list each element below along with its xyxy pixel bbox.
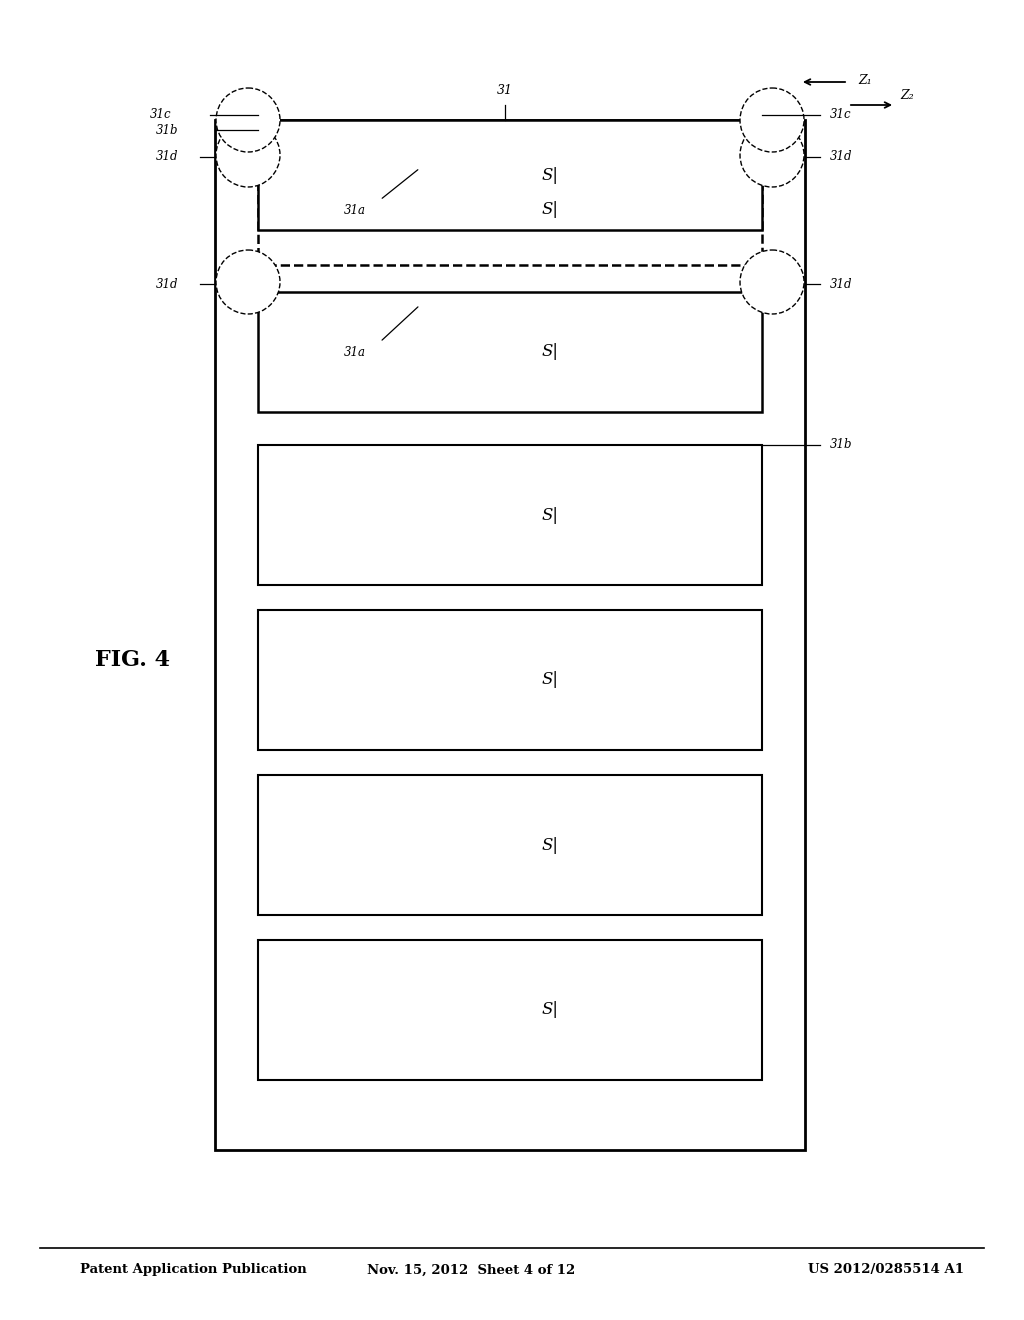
Text: S|: S| — [542, 343, 559, 360]
Bar — [215, 120, 805, 1150]
Circle shape — [740, 249, 804, 314]
Text: 31c: 31c — [150, 108, 171, 121]
Text: 31b: 31b — [830, 438, 853, 451]
Circle shape — [740, 88, 804, 152]
Bar — [258, 120, 762, 230]
Circle shape — [740, 123, 804, 187]
Text: FIG. 4: FIG. 4 — [95, 649, 170, 671]
Bar — [258, 292, 762, 412]
Text: Patent Application Publication: Patent Application Publication — [80, 1263, 307, 1276]
Text: 31a: 31a — [344, 346, 366, 359]
Bar — [258, 154, 762, 265]
Text: S|: S| — [542, 1002, 559, 1019]
Bar — [258, 445, 762, 585]
Text: 31a: 31a — [344, 203, 366, 216]
Text: S|: S| — [542, 507, 559, 524]
Text: 31d: 31d — [156, 277, 178, 290]
Text: 31d: 31d — [830, 150, 853, 164]
Text: S|: S| — [542, 672, 559, 689]
Text: US 2012/0285514 A1: US 2012/0285514 A1 — [808, 1263, 964, 1276]
Text: S|: S| — [542, 202, 559, 219]
Text: Z₂: Z₂ — [900, 88, 913, 102]
Bar — [258, 940, 762, 1080]
Circle shape — [216, 88, 280, 152]
Text: 31b: 31b — [156, 124, 178, 136]
Text: S|: S| — [542, 837, 559, 854]
Text: 31d: 31d — [830, 277, 853, 290]
Circle shape — [216, 249, 280, 314]
Text: Nov. 15, 2012  Sheet 4 of 12: Nov. 15, 2012 Sheet 4 of 12 — [367, 1263, 575, 1276]
Circle shape — [216, 123, 280, 187]
Text: 31d: 31d — [156, 150, 178, 164]
Bar — [258, 610, 762, 750]
Bar — [258, 775, 762, 915]
Text: Z₁: Z₁ — [858, 74, 871, 87]
Text: S|: S| — [542, 166, 559, 183]
Text: 31c: 31c — [830, 108, 852, 121]
Text: 31: 31 — [497, 83, 513, 96]
